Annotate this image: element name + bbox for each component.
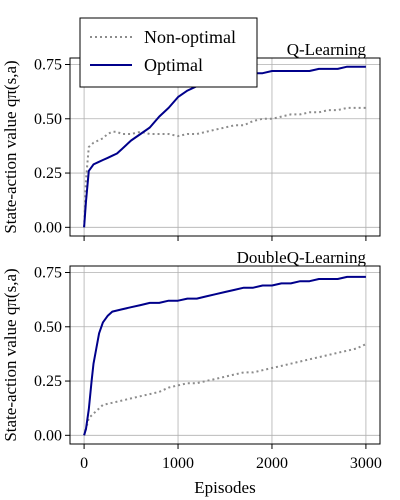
y-tick-label: 0.00 <box>34 219 62 236</box>
series-line-non-optimal <box>83 106 366 228</box>
x-tick-label: 3000 <box>350 455 382 472</box>
panel-2: 0.00 0.25 0.50 0.75 0 1000 2000 3000 DoubleQ-Lea… <box>1 248 382 472</box>
x-tick-label: 0 <box>80 455 88 472</box>
y-tick-label: 0.75 <box>34 57 62 74</box>
legend-label: Optimal <box>144 55 203 75</box>
y-tick-label: 0.75 <box>34 265 62 282</box>
panel-title: DoubleQ-Learning <box>237 248 367 267</box>
y-axis-label: State-action value qπ(s,a) <box>1 268 20 441</box>
panels-layer: 0.00 0.25 0.50 0.75 Q-Learning State-action v… <box>1 40 382 472</box>
y-tick-label: 0.50 <box>34 319 62 336</box>
legend: Non-optimal Optimal <box>79 17 258 88</box>
panel-title: Q-Learning <box>287 40 367 59</box>
y-tick-label: 0.25 <box>34 373 62 390</box>
y-tick-label: 0.50 <box>34 111 62 128</box>
y-axis-label: State-action value qπ(s,a) <box>1 60 20 233</box>
x-tick-label: 2000 <box>256 455 288 472</box>
x-tick-label: 1000 <box>162 455 194 472</box>
legend-box <box>79 17 258 88</box>
y-tick-label: 0.25 <box>34 165 62 182</box>
x-axis-label: Episodes <box>194 478 255 497</box>
legend-label: Non-optimal <box>144 27 236 47</box>
series-line-optimal <box>83 65 366 228</box>
series-line-optimal <box>83 275 366 436</box>
series-line-non-optimal <box>83 343 367 436</box>
y-tick-label: 0.00 <box>34 427 62 444</box>
plot-frame <box>69 265 381 445</box>
